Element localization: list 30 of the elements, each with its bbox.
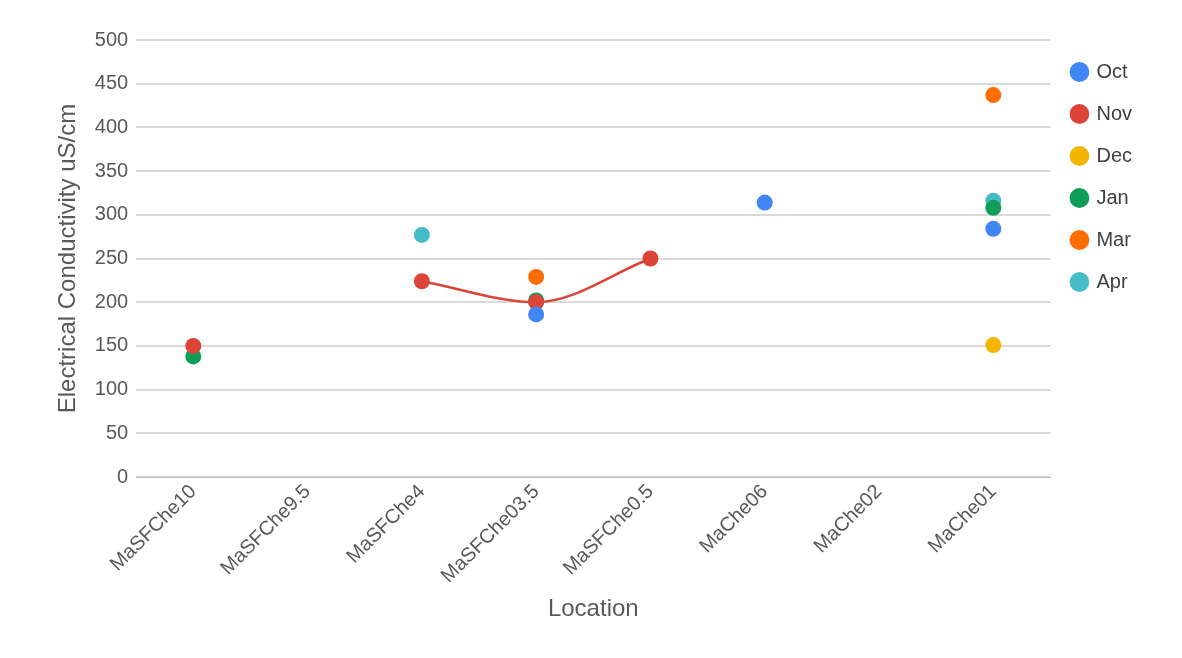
legend-label: Mar — [1096, 227, 1132, 250]
legend-label: Nov — [1096, 101, 1133, 124]
point — [413, 226, 430, 243]
point — [642, 250, 659, 267]
y-axis-title: Electrical Conductivity uS/cm — [53, 103, 81, 414]
legend-label: Jan — [1096, 185, 1129, 208]
point — [528, 268, 545, 285]
y-tick-label: 100 — [94, 377, 129, 400]
point — [756, 194, 773, 211]
legend-label: Dec — [1096, 143, 1133, 166]
point — [985, 87, 1002, 104]
point — [985, 337, 1002, 354]
y-tick-label: 450 — [94, 71, 129, 94]
y-tick-label: 250 — [94, 246, 129, 269]
y-tick-label: 350 — [94, 158, 129, 181]
y-tick-label: 150 — [94, 333, 129, 356]
y-tick-label: 500 — [94, 27, 129, 50]
point — [185, 337, 202, 354]
point — [528, 306, 545, 323]
y-tick-label: 400 — [94, 114, 129, 137]
y-tick-label: 50 — [105, 420, 129, 443]
y-tick-label: 300 — [94, 202, 129, 225]
y-tick-label: 200 — [94, 289, 129, 312]
point — [413, 273, 430, 290]
point — [985, 199, 1002, 216]
y-tick-label: 0 — [117, 464, 129, 487]
point — [985, 220, 1002, 237]
x-axis-title: Location — [547, 594, 639, 622]
legend-label: Oct — [1096, 59, 1128, 82]
legend-label: Apr — [1096, 269, 1128, 292]
